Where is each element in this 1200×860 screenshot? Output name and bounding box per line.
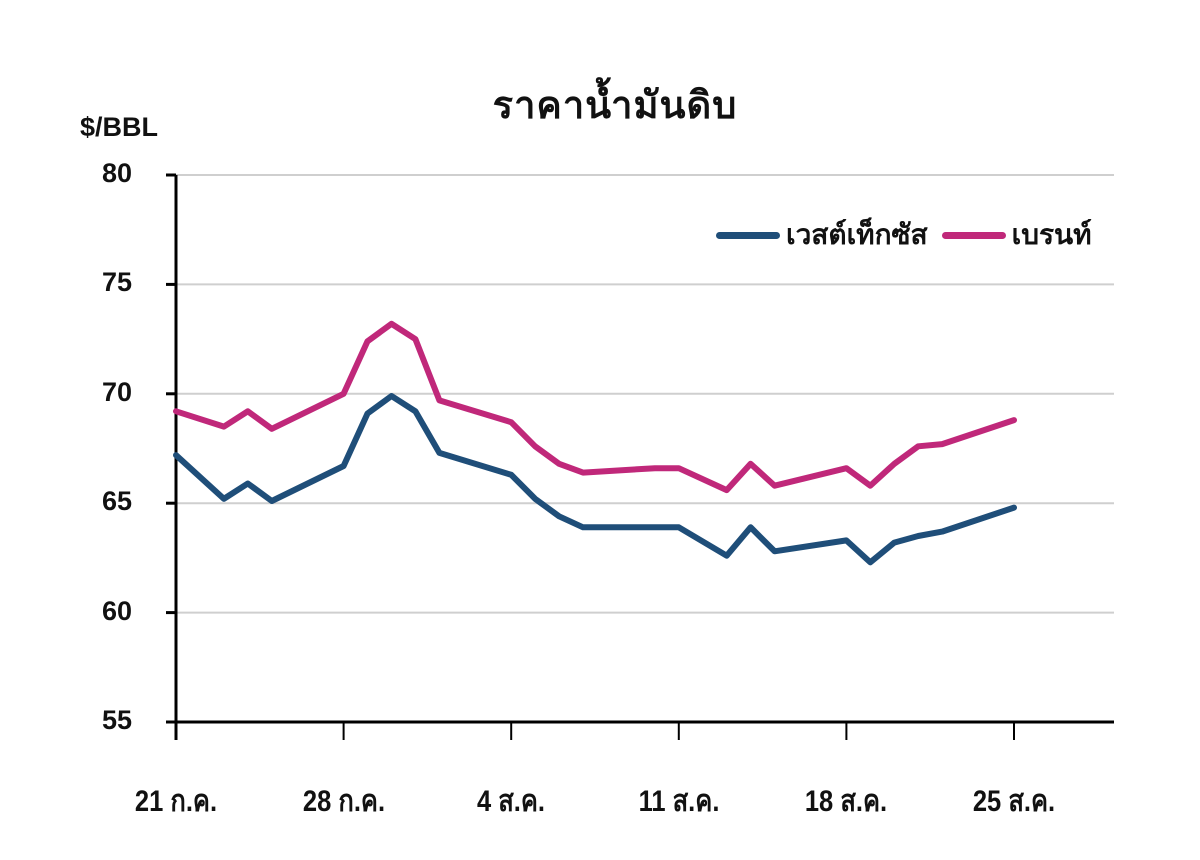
- legend-label-brent: เบรนท์: [1011, 219, 1092, 250]
- legend-swatch-wti: [716, 231, 780, 239]
- x-tick-label: 25 ส.ค.: [972, 785, 1056, 818]
- series-line-brent: [173, 320, 1017, 494]
- y-tick-label: 70: [101, 376, 132, 407]
- legend-item-wti: เวสต์เท็กซัส: [716, 213, 928, 257]
- series-line-wti: [173, 393, 1017, 566]
- legend-item-brent: เบรนท์: [941, 213, 1092, 257]
- x-tick-label: 4 ส.ค.: [477, 785, 546, 818]
- y-tick-label: 75: [101, 267, 132, 298]
- y-tick-label: 55: [101, 705, 132, 735]
- x-tick-label: 21 ก.ค.: [134, 785, 218, 818]
- chart-title: ราคาน้ำมันดิบ: [492, 85, 738, 127]
- x-tick-label: 11 ส.ค.: [638, 785, 720, 818]
- y-tick-label: 80: [101, 158, 132, 188]
- x-tick-label: 28 ก.ค.: [302, 785, 385, 818]
- x-tick-label: 18 ส.ค.: [805, 785, 888, 818]
- legend-label-wti: เวสต์เท็กซัส: [786, 219, 928, 250]
- legend-swatch-brent: [941, 231, 1006, 239]
- y-tick-label: 65: [101, 486, 132, 517]
- y-axis-unit-label: $/BBL: [80, 112, 159, 142]
- legend: เวสต์เท็กซัส เบรนท์: [716, 213, 1106, 257]
- y-tick-label: 60: [101, 595, 132, 626]
